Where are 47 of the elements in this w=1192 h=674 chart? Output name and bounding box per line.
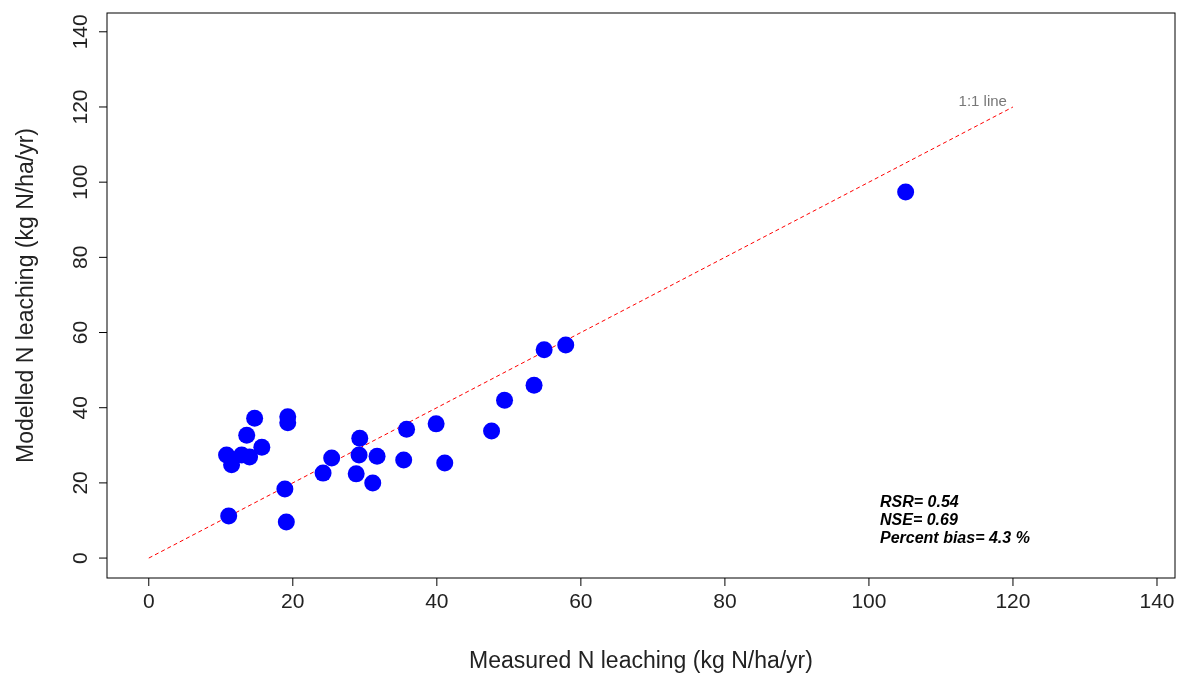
x-axis-title: Measured N leaching (kg N/ha/yr) xyxy=(469,647,813,673)
annotation: 1:1 line xyxy=(958,91,1007,109)
point xyxy=(436,454,454,472)
y-tick-label: 120 xyxy=(68,89,91,125)
y-tick-label: 60 xyxy=(68,320,91,345)
y-tick-label: 0 xyxy=(68,552,91,564)
y-tick-label: 140 xyxy=(68,14,91,50)
x-tick-label: 140 xyxy=(1139,589,1175,612)
point xyxy=(323,449,341,467)
point xyxy=(557,336,575,354)
point xyxy=(223,456,241,474)
x-tick-label: 40 xyxy=(425,589,449,612)
point xyxy=(276,480,294,498)
x-tick-label: 0 xyxy=(142,589,155,612)
point xyxy=(483,422,501,440)
y-tick-label: 20 xyxy=(68,471,91,495)
y-tick-label: 80 xyxy=(68,245,91,270)
point xyxy=(427,415,445,433)
x-tick-label: 120 xyxy=(995,589,1031,612)
point xyxy=(525,376,543,394)
annotation: Percent bias= 4.3 % xyxy=(880,529,1030,546)
point xyxy=(246,409,264,427)
x-tick-label: 20 xyxy=(281,589,305,612)
point xyxy=(364,474,382,492)
point xyxy=(351,429,369,447)
x-tick-label: 80 xyxy=(713,589,737,612)
point xyxy=(253,438,271,456)
y-tick-label: 40 xyxy=(68,396,91,420)
annotation: RSR= 0.54 xyxy=(880,493,959,510)
point xyxy=(897,183,915,201)
point xyxy=(220,507,238,525)
y-axis-title: Modelled N leaching (kg N/ha/yr) xyxy=(12,128,38,463)
point xyxy=(395,451,413,469)
point xyxy=(238,426,256,444)
x-tick-label: 60 xyxy=(569,589,593,612)
point xyxy=(496,391,514,409)
point xyxy=(350,446,368,464)
point xyxy=(241,448,259,466)
point xyxy=(368,447,386,465)
point xyxy=(347,465,365,483)
annotation: NSE= 0.69 xyxy=(880,511,958,528)
y-tick-label: 100 xyxy=(68,164,91,200)
point xyxy=(535,341,553,359)
point xyxy=(398,420,416,438)
x-tick-label: 100 xyxy=(851,589,887,612)
point xyxy=(277,513,295,531)
point xyxy=(314,464,332,482)
